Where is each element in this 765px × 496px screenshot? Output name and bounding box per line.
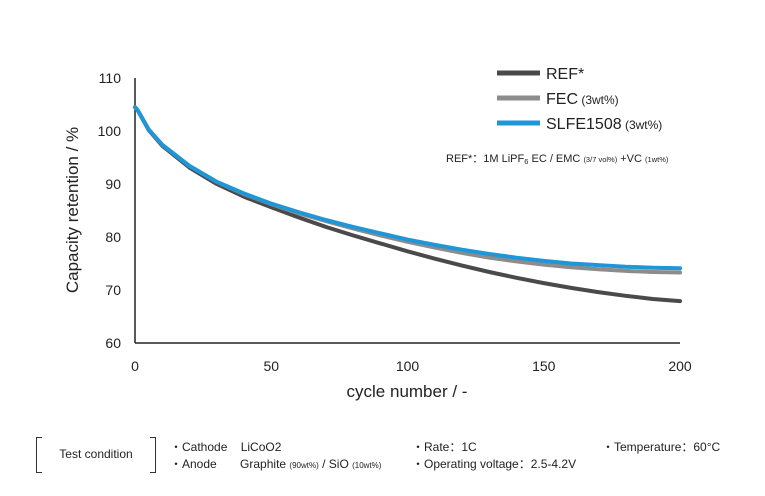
legend-note: REF*：1M LiPF6 EC / EMC (3/7 vol%) +VC (1… xyxy=(446,153,669,166)
anode-value: Graphite xyxy=(240,457,287,471)
x-tick-labels: 0 50 100 150 200 xyxy=(131,358,692,374)
anode-value-ratio1: (90wt%) xyxy=(289,461,319,470)
x-tick-label: 0 xyxy=(131,358,139,374)
y-tick-label: 60 xyxy=(105,335,121,351)
operating-voltage-condition: ・Operating voltage：2.5-4.2V xyxy=(412,457,577,471)
legend-series-name: SLFE1508 xyxy=(546,116,622,133)
anode-value-mid: / SiO xyxy=(318,457,353,471)
x-tick-label: 150 xyxy=(532,358,556,374)
y-tick-label: 80 xyxy=(105,229,121,245)
legend-label: REF* xyxy=(546,66,584,83)
cathode-value: LiCoO2 xyxy=(240,440,282,454)
right-bracket xyxy=(150,437,156,473)
y-tick-label: 70 xyxy=(105,282,121,298)
anode-condition: ・Anode Graphite (90wt%) / SiO (10wt%) xyxy=(170,456,381,474)
temperature-condition: ・Temperature：60°C xyxy=(602,440,721,454)
legend-series-suffix: (3wt%) xyxy=(622,118,663,132)
chart-axes xyxy=(134,78,680,344)
test-condition-title: Test condition xyxy=(59,447,133,461)
legend-series-name: REF* xyxy=(546,66,584,83)
legend-series-suffix: (3wt%) xyxy=(578,93,619,107)
cathode-condition: ・Cathode LiCoO2 xyxy=(170,439,281,456)
cathode-label: ・Cathode xyxy=(170,440,228,454)
x-tick-label: 50 xyxy=(263,358,279,374)
legend-label: SLFE1508 (3wt%) xyxy=(546,116,662,133)
y-axis-label: Capacity retention / % xyxy=(63,127,82,293)
left-bracket xyxy=(36,437,42,473)
test-condition-box: Test condition xyxy=(36,437,156,473)
series-lines xyxy=(133,105,682,304)
x-tick-label: 100 xyxy=(396,358,420,374)
chart-legend: REF*FEC (3wt%)SLFE1508 (3wt%) xyxy=(497,66,662,133)
series-line-ref xyxy=(133,105,682,304)
y-tick-labels: 60 70 80 90 100 110 xyxy=(98,70,122,351)
y-tick-label: 100 xyxy=(98,123,122,139)
x-axis-label: cycle number / - xyxy=(347,382,468,401)
legend-series-name: FEC xyxy=(546,91,578,108)
legend-label: FEC (3wt%) xyxy=(546,91,619,108)
y-tick-label: 110 xyxy=(99,70,122,86)
rate-condition: ・Rate：1C xyxy=(412,440,477,454)
anode-label: ・Anode xyxy=(170,457,217,471)
x-tick-label: 200 xyxy=(668,358,692,374)
anode-value-ratio2: (10wt%) xyxy=(352,461,382,470)
series-line-slfe1508 xyxy=(133,105,682,271)
y-tick-label: 90 xyxy=(105,176,121,192)
